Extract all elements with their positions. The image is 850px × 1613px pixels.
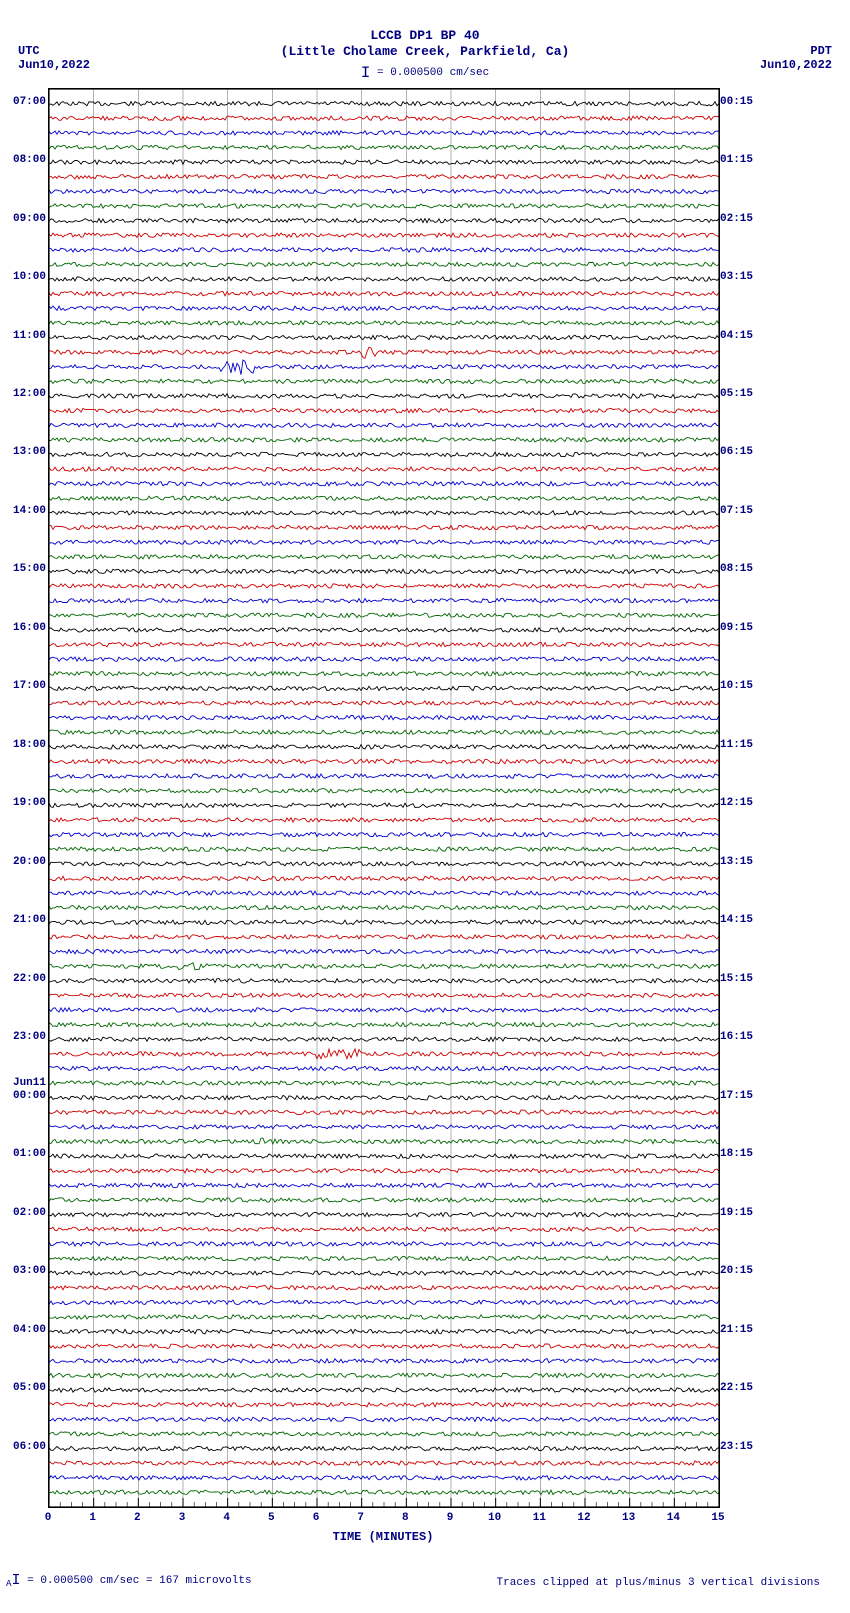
axis-label: 19:00 xyxy=(13,797,46,809)
axis-label: 01:00 xyxy=(13,1148,46,1160)
x-tick-label: 6 xyxy=(313,1512,320,1524)
title: LCCB DP1 BP 40 xyxy=(0,28,850,43)
axis-label: 01:15 xyxy=(720,154,753,166)
scale-bar: I = 0.000500 cm/sec xyxy=(0,62,850,80)
axis-label: 16:15 xyxy=(720,1031,753,1043)
axis-label: 02:15 xyxy=(720,213,753,225)
scale-text: = 0.000500 cm/sec xyxy=(377,67,489,79)
axis-label: 11:00 xyxy=(13,330,46,342)
x-tick-label: 8 xyxy=(402,1512,409,1524)
axis-label: 23:15 xyxy=(720,1441,753,1453)
axis-label: 05:00 xyxy=(13,1382,46,1394)
axis-label: 04:15 xyxy=(720,330,753,342)
axis-label: 18:00 xyxy=(13,739,46,751)
axis-label: 13:15 xyxy=(720,856,753,868)
axis-label: 21:15 xyxy=(720,1324,753,1336)
axis-label: 03:00 xyxy=(13,1265,46,1277)
x-tick-label: 10 xyxy=(488,1512,501,1524)
x-tick-label: 9 xyxy=(447,1512,454,1524)
x-tick-label: 1 xyxy=(89,1512,96,1524)
axis-label: 16:00 xyxy=(13,622,46,634)
axis-label: 09:15 xyxy=(720,622,753,634)
x-tick-label: 2 xyxy=(134,1512,141,1524)
axis-label: 10:15 xyxy=(720,680,753,692)
axis-label: 06:00 xyxy=(13,1441,46,1453)
x-tick-label: 13 xyxy=(622,1512,635,1524)
footer-left: AI = 0.000500 cm/sec = 167 microvolts xyxy=(6,1571,252,1589)
axis-label: 09:00 xyxy=(13,213,46,225)
footer-right: Traces clipped at plus/minus 3 vertical … xyxy=(497,1577,820,1589)
x-tick-label: 5 xyxy=(268,1512,275,1524)
axis-label: 06:15 xyxy=(720,446,753,458)
axis-label: 08:15 xyxy=(720,563,753,575)
x-tick-label: 15 xyxy=(711,1512,724,1524)
axis-label: 23:00 xyxy=(13,1031,46,1043)
axis-label: 02:00 xyxy=(13,1207,46,1219)
footer-left-text: = 0.000500 cm/sec = 167 microvolts xyxy=(27,1575,251,1587)
axis-label: 15:15 xyxy=(720,973,753,985)
axis-label: 15:00 xyxy=(13,563,46,575)
axis-label: 20:15 xyxy=(720,1265,753,1277)
seismogram-container: LCCB DP1 BP 40 (Little Cholame Creek, Pa… xyxy=(0,0,850,1613)
axis-label: 21:00 xyxy=(13,914,46,926)
axis-label: 00:00 xyxy=(13,1090,46,1102)
axis-label: 03:15 xyxy=(720,271,753,283)
x-tick-label: 12 xyxy=(577,1512,590,1524)
axis-label: 10:00 xyxy=(13,271,46,283)
axis-label: 14:15 xyxy=(720,914,753,926)
axis-label: 13:00 xyxy=(13,446,46,458)
subtitle: (Little Cholame Creek, Parkfield, Ca) xyxy=(0,44,850,59)
x-tick-label: 14 xyxy=(667,1512,680,1524)
axis-label: 17:15 xyxy=(720,1090,753,1102)
axis-label: 08:00 xyxy=(13,154,46,166)
scale-bar-icon: I xyxy=(361,64,371,82)
tz-right: PDT xyxy=(810,44,832,58)
axis-label: 07:00 xyxy=(13,96,46,108)
x-tick-label: 11 xyxy=(533,1512,546,1524)
x-axis-label: TIME (MINUTES) xyxy=(48,1530,718,1544)
x-tick-label: 7 xyxy=(357,1512,364,1524)
axis-label: 17:00 xyxy=(13,680,46,692)
axis-label: 04:00 xyxy=(13,1324,46,1336)
axis-label: 12:00 xyxy=(13,388,46,400)
date-right: Jun10,2022 xyxy=(760,58,832,72)
x-tick-label: 4 xyxy=(223,1512,230,1524)
axis-label: Jun11 xyxy=(13,1077,46,1089)
axis-label: 11:15 xyxy=(720,739,753,751)
axis-label: 22:00 xyxy=(13,973,46,985)
axis-label: 14:00 xyxy=(13,505,46,517)
axis-label: 05:15 xyxy=(720,388,753,400)
axis-label: 20:00 xyxy=(13,856,46,868)
date-left: Jun10,2022 xyxy=(18,58,90,72)
tz-left: UTC xyxy=(18,44,40,58)
seismogram-plot xyxy=(48,88,720,1508)
axis-label: 00:15 xyxy=(720,96,753,108)
axis-label: 12:15 xyxy=(720,797,753,809)
x-tick-label: 3 xyxy=(179,1512,186,1524)
axis-label: 07:15 xyxy=(720,505,753,517)
axis-label: 18:15 xyxy=(720,1148,753,1160)
x-tick-label: 0 xyxy=(45,1512,52,1524)
axis-label: 22:15 xyxy=(720,1382,753,1394)
axis-label: 19:15 xyxy=(720,1207,753,1219)
